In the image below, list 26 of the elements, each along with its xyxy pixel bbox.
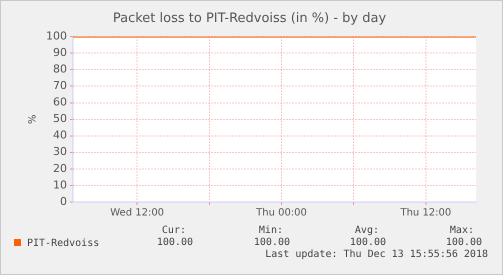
text: Avg: (354, 225, 379, 237)
y-tick-label: 40 (52, 128, 67, 142)
text: Max: (450, 225, 474, 237)
chart-title: Packet loss to PIT-Redvoiss (in %) - by day (112, 11, 386, 26)
text: 100.00 (254, 237, 290, 249)
y-tick-label: 10 (52, 178, 67, 192)
y-tick-label: 20 (52, 162, 67, 175)
x-tick-label: Wed 12:00 (110, 208, 164, 219)
y-tick-label: 50 (52, 112, 67, 126)
text: Min: (258, 225, 283, 237)
text: 100.00 (350, 237, 386, 249)
text: Cur: (162, 225, 186, 237)
x-tick-label: Thu 12:00 (399, 208, 452, 219)
text: 100.00 (156, 237, 193, 249)
y-tick-label: 70 (52, 79, 67, 92)
y-tick-label: 30 (52, 145, 67, 158)
y-tick-label: 60 (52, 96, 67, 109)
y-tick-label: 100 (46, 29, 67, 42)
y-tick-label: 80 (52, 62, 67, 76)
legend-label: PIT-Redvoiss (26, 238, 100, 250)
text: Last update: Thu Dec 13 15:55:56 2018 (265, 249, 488, 261)
y-tick-label: 90 (52, 46, 67, 59)
y-axis-title: % (28, 114, 39, 124)
text: 100.00 (446, 237, 482, 249)
x-tick-label: Thu 00:00 (255, 208, 307, 219)
y-tick-label: 0 (60, 194, 67, 208)
